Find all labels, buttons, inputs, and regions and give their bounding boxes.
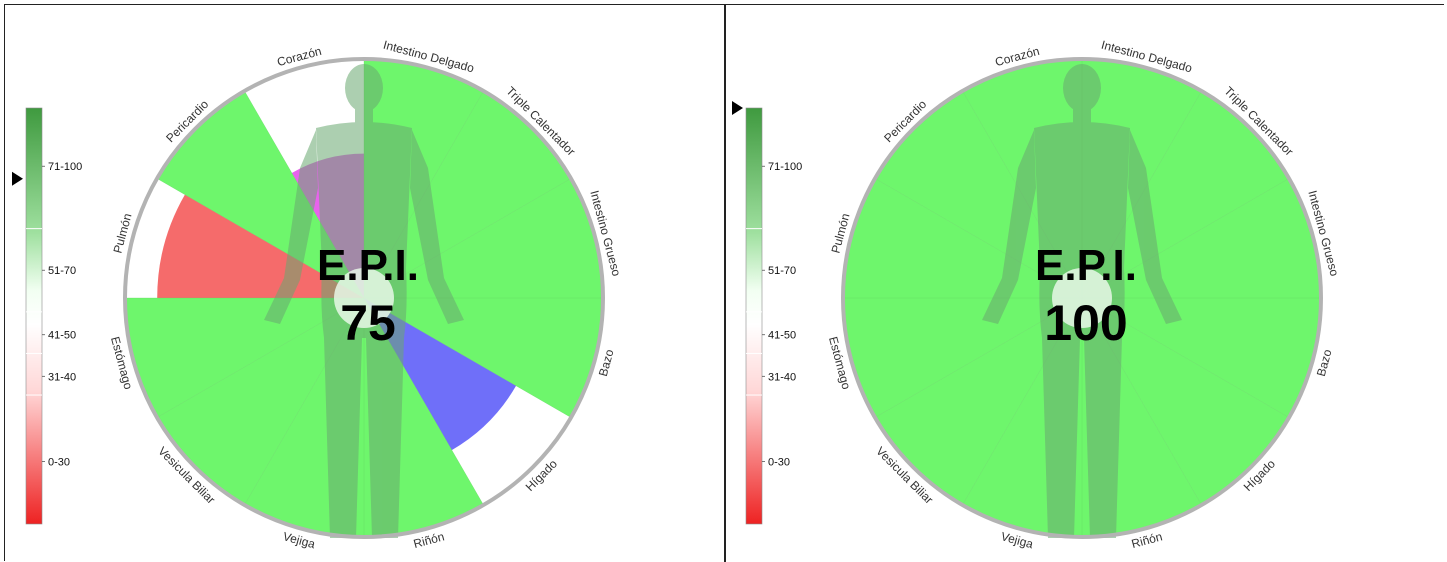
sector-pericardio: [875, 91, 1082, 298]
body-arm-left: [1128, 130, 1182, 324]
legend-color-bar: [25, 107, 43, 525]
body-arm-right: [982, 130, 1036, 324]
epi-title: E.P.I.: [317, 241, 419, 290]
center-disc: [1052, 268, 1112, 328]
body-arm-left: [410, 130, 464, 324]
legend-indicator-arrow: [732, 101, 743, 115]
legend-tick-label: 31-40: [768, 371, 796, 383]
epi-chart-panel-left: 71-100 51-70 41-50 31-40 0-30 Intestino Delga…: [4, 0, 726, 562]
legend-color-bar: [745, 107, 763, 525]
sector-triple-calentador: [1082, 91, 1289, 298]
body-leg-right: [1042, 338, 1080, 538]
body-neck: [355, 108, 373, 126]
sector-intestino-grueso: [1082, 179, 1320, 298]
sector-bazo: [364, 298, 602, 417]
legend-tick-label: 71-100: [768, 161, 802, 173]
legend-tick-label: 41-50: [48, 330, 76, 342]
body-leg-right: [324, 338, 362, 538]
legend-tick-label: 71-100: [48, 161, 82, 173]
epi-value: 75: [340, 295, 396, 351]
sector-intestino-grueso: [364, 179, 602, 298]
sector-bazo: [1082, 298, 1320, 417]
sector-pulmon: [157, 194, 364, 298]
sector-label-bazo: Bazo: [596, 348, 617, 378]
legend-tick-label: 51-70: [768, 265, 796, 277]
sector-vesicula-biliar: [875, 298, 1082, 505]
sector-triple-calentador: [364, 91, 571, 298]
panel-divider: [724, 4, 726, 562]
body-leg-left: [366, 338, 404, 538]
body-head: [1063, 64, 1101, 112]
sector-label-bazo: Bazo: [1314, 348, 1335, 378]
legend-tick-label: 0-30: [768, 457, 790, 469]
chart-rim: [123, 57, 605, 539]
sector-estomago: [126, 298, 364, 417]
sector-estomago: [844, 298, 1082, 417]
legend-tick-label: 51-70: [48, 265, 76, 277]
legend-tick-label: 41-50: [768, 330, 796, 342]
epi-chart-panel-right: 71-100 51-70 41-50 31-40 0-30 Intestino Delga…: [726, 0, 1447, 562]
legend-indicator-arrow: [12, 171, 23, 186]
epi-title: E.P.I.: [1035, 241, 1137, 290]
body-neck: [1073, 108, 1091, 126]
sector-vesicula-biliar: [157, 298, 364, 505]
sector-pericardio: [157, 91, 364, 298]
epi-value: 100: [1044, 295, 1127, 351]
body-leg-left: [1084, 338, 1122, 538]
sector-pulmon: [844, 179, 1082, 298]
body-arm-right: [264, 130, 318, 324]
sector-higado: [1082, 298, 1289, 505]
center-disc: [334, 268, 394, 328]
chart-rim: [841, 57, 1323, 539]
body-head: [345, 64, 383, 112]
legend-tick-label: 0-30: [48, 457, 70, 469]
legend-tick-label: 31-40: [48, 371, 76, 383]
